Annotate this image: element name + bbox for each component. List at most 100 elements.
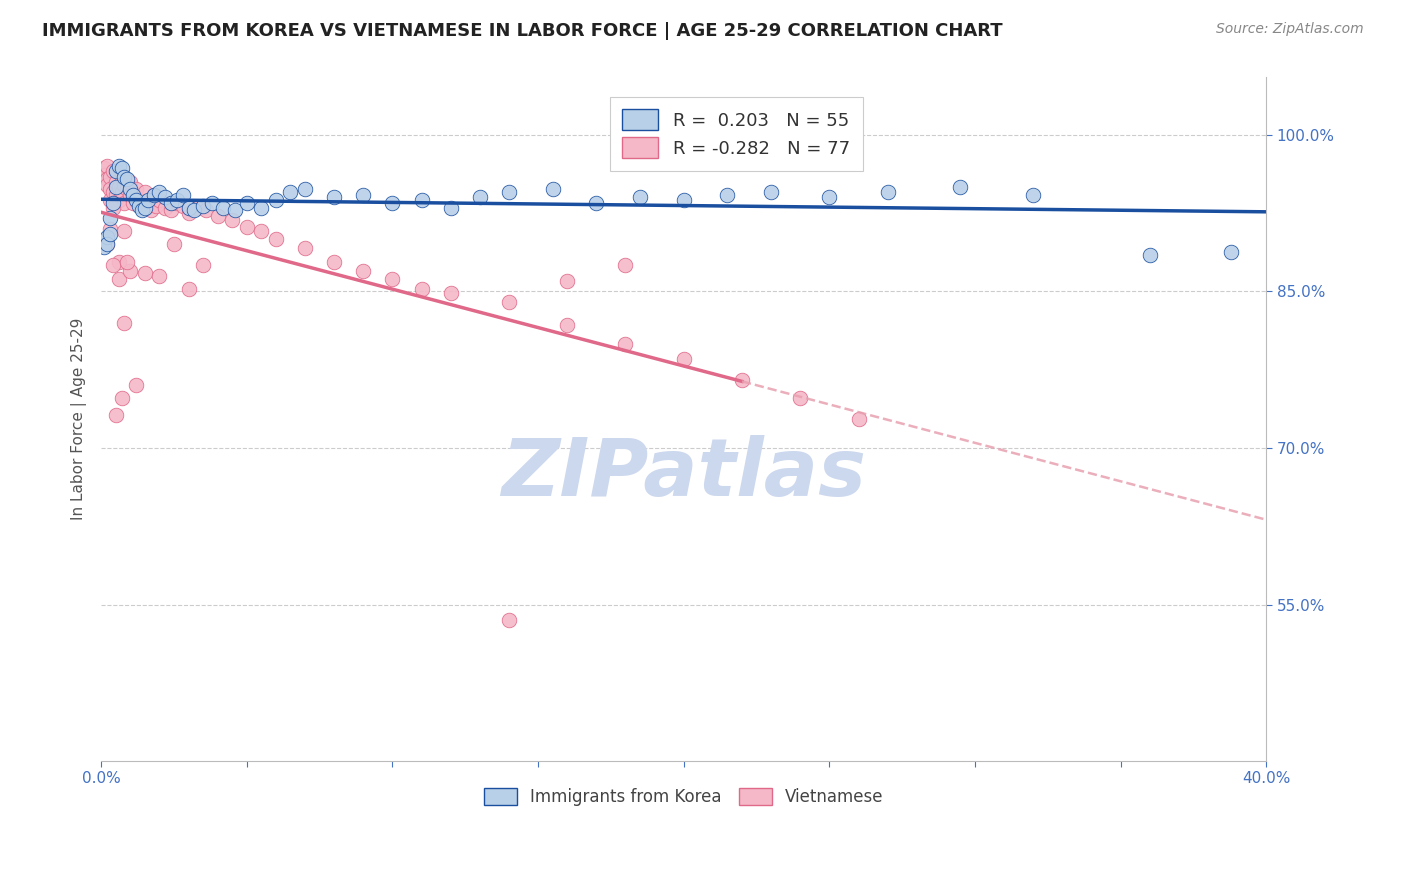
Point (172, 188, 194, 202)
Point (818, 190, 841, 204)
Point (96, 237, 118, 252)
Point (221, 213, 243, 227)
Point (236, 219, 259, 234)
Point (250, 224, 273, 238)
Point (134, 201, 156, 215)
Point (107, 159, 129, 173)
Point (166, 195, 188, 210)
Point (148, 268, 170, 283)
Point (117, 182, 139, 196)
Point (125, 193, 148, 207)
Point (93, 239, 115, 253)
Point (440, 201, 463, 215)
Point (110, 169, 132, 184)
Point (104, 175, 127, 189)
Point (264, 193, 287, 207)
Point (148, 193, 170, 207)
Point (207, 209, 229, 223)
Point (122, 188, 145, 202)
Point (323, 255, 346, 269)
Point (104, 164, 127, 178)
Point (672, 352, 695, 367)
Point (201, 195, 224, 210)
Point (352, 188, 374, 202)
Point (172, 199, 194, 213)
Point (93, 168, 115, 182)
Point (107, 180, 129, 194)
Point (541, 182, 564, 196)
Point (101, 258, 124, 272)
Point (110, 161, 132, 176)
Point (323, 190, 346, 204)
Text: IMMIGRANTS FROM KOREA VS VIETNAMESE IN LABOR FORCE | AGE 25-29 CORRELATION CHART: IMMIGRANTS FROM KOREA VS VIETNAMESE IN L… (42, 22, 1002, 40)
Point (136, 195, 159, 210)
Legend: Immigrants from Korea, Vietnamese: Immigrants from Korea, Vietnamese (475, 780, 891, 814)
Point (183, 202, 205, 217)
Point (250, 201, 273, 215)
Point (381, 272, 404, 286)
Point (104, 408, 127, 422)
Point (107, 272, 129, 286)
Point (195, 202, 218, 217)
Point (128, 193, 150, 207)
Point (876, 186, 898, 200)
Point (98, 221, 121, 235)
Point (110, 186, 132, 200)
Point (98, 193, 121, 207)
Point (96, 230, 118, 244)
Point (98, 169, 121, 184)
Y-axis label: In Labor Force | Age 25-29: In Labor Force | Age 25-29 (72, 318, 87, 520)
Point (1022, 188, 1045, 202)
Point (1139, 248, 1161, 262)
Point (142, 188, 165, 202)
Point (120, 182, 142, 196)
Point (160, 195, 183, 210)
Point (177, 206, 200, 220)
Point (96, 171, 118, 186)
Point (98, 182, 121, 196)
Point (155, 190, 177, 204)
Point (672, 193, 695, 207)
Point (614, 336, 637, 351)
Point (114, 195, 136, 210)
Point (759, 186, 782, 200)
Point (468, 190, 491, 204)
Point (101, 164, 124, 178)
Point (117, 171, 139, 186)
Point (411, 282, 433, 296)
Point (191, 199, 214, 213)
Point (93, 161, 115, 176)
Point (98, 211, 121, 226)
Point (166, 193, 188, 207)
Point (440, 286, 463, 301)
Point (280, 186, 302, 200)
Point (98, 227, 121, 241)
Point (114, 178, 136, 192)
Point (101, 195, 124, 210)
Point (555, 318, 578, 332)
Point (381, 195, 404, 210)
Point (96, 159, 118, 173)
Point (212, 201, 235, 215)
Point (139, 202, 162, 217)
Point (498, 186, 520, 200)
Point (186, 201, 208, 215)
Point (131, 202, 153, 217)
Point (294, 241, 316, 255)
Text: Source: ZipAtlas.com: Source: ZipAtlas.com (1216, 22, 1364, 37)
Point (145, 199, 167, 213)
Point (101, 201, 124, 215)
Point (120, 188, 142, 202)
Point (136, 193, 159, 207)
Point (236, 195, 259, 210)
Point (585, 195, 607, 210)
Point (114, 224, 136, 238)
Point (848, 411, 870, 425)
Point (731, 373, 754, 387)
Point (142, 188, 165, 202)
Point (148, 186, 170, 200)
Point (107, 255, 129, 269)
Point (134, 186, 156, 200)
Point (96, 178, 118, 192)
Point (716, 188, 738, 202)
